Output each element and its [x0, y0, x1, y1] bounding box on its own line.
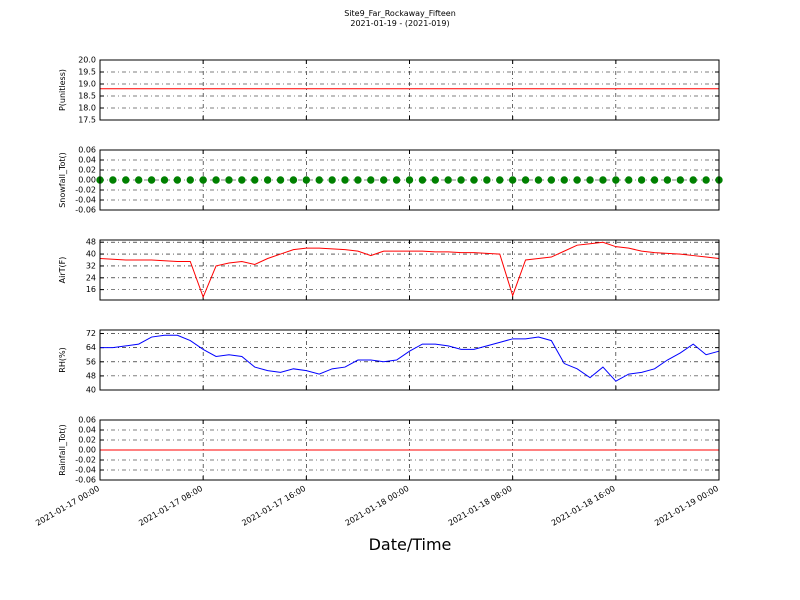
data-point — [367, 176, 375, 184]
plot-frame — [99, 329, 720, 391]
data-line — [100, 334, 720, 382]
plot-frame — [99, 239, 720, 301]
data-point — [405, 176, 414, 184]
data-point — [289, 176, 298, 184]
data-point — [354, 176, 362, 184]
data-point — [534, 176, 543, 184]
y-tick-label: 0.06 — [78, 146, 96, 155]
data-point — [625, 176, 633, 184]
data-point — [380, 176, 388, 184]
data-point — [560, 176, 568, 184]
y-tick-label: 48 — [86, 238, 96, 247]
data-point — [122, 176, 130, 184]
data-point — [328, 176, 336, 184]
data-point — [483, 176, 491, 184]
data-point — [238, 176, 246, 184]
y-tick-label: 24 — [86, 273, 96, 282]
y-tick-label: 19.0 — [78, 80, 96, 89]
y-tick-label: 18.0 — [78, 104, 96, 113]
y-tick-label: 0.04 — [78, 156, 96, 165]
data-point — [470, 176, 478, 184]
y-tick-label: -0.06 — [75, 476, 96, 485]
y-tick-label: 0.00 — [78, 446, 96, 455]
y-tick-label: 48 — [86, 371, 96, 380]
y-tick-label: 40 — [86, 250, 96, 259]
data-point — [663, 176, 672, 184]
y-axis-label: Rainfall_Tot() — [58, 424, 67, 476]
data-point — [586, 176, 594, 184]
data-point — [212, 176, 220, 184]
y-tick-label: 16 — [86, 285, 96, 294]
data-point — [276, 176, 285, 184]
data-point — [431, 176, 439, 184]
y-tick-label: -0.06 — [75, 206, 96, 215]
data-point — [508, 176, 517, 184]
data-point — [676, 176, 685, 184]
data-point — [173, 176, 182, 184]
y-tick-label: 64 — [86, 343, 96, 352]
data-point — [263, 176, 272, 184]
y-tick-label: 0.00 — [78, 176, 96, 185]
y-tick-label: 0.02 — [78, 436, 96, 445]
data-point — [302, 176, 311, 184]
data-point — [315, 176, 323, 184]
data-point — [702, 176, 710, 184]
data-point — [134, 176, 143, 184]
y-axis-label: AirT(F) — [58, 257, 67, 284]
data-point — [637, 176, 646, 184]
y-tick-label: -0.04 — [75, 196, 96, 205]
y-axis-label: P(unitless) — [58, 69, 67, 111]
y-tick-label: 0.06 — [78, 416, 96, 425]
y-tick-label: 19.5 — [78, 68, 96, 77]
data-line — [99, 241, 720, 299]
y-tick-label: 56 — [86, 357, 96, 366]
y-tick-label: 0.02 — [78, 166, 96, 175]
plot-frame — [99, 419, 720, 481]
y-tick-label: 32 — [86, 261, 96, 270]
y-tick-label: -0.04 — [75, 466, 96, 475]
y-tick-label: -0.02 — [75, 456, 96, 465]
data-point — [547, 176, 556, 184]
y-tick-label: 72 — [86, 329, 96, 338]
plot-frame — [99, 149, 720, 211]
y-tick-label: 0.04 — [78, 426, 96, 435]
data-point — [392, 176, 401, 184]
data-point — [341, 176, 349, 184]
data-point — [225, 176, 233, 184]
y-tick-label: 20.0 — [78, 56, 96, 65]
y-tick-label: -0.02 — [75, 186, 96, 195]
data-point — [496, 176, 504, 184]
data-point — [573, 176, 581, 184]
data-point — [689, 176, 697, 184]
chart-subtitle: 2021-01-19 - (2021-019) — [350, 19, 449, 28]
data-point — [521, 176, 530, 184]
data-point — [457, 176, 465, 184]
data-point — [147, 176, 156, 184]
y-axis-label: RH(%) — [58, 347, 67, 372]
data-point — [599, 176, 607, 184]
data-point — [199, 176, 207, 184]
y-tick-label: 18.5 — [78, 92, 96, 101]
y-tick-label: 40 — [86, 386, 96, 395]
data-point — [444, 176, 452, 184]
data-point — [251, 176, 259, 184]
data-point — [418, 176, 427, 184]
data-point — [160, 176, 169, 184]
chart-title: Site9_Far_Rockaway_Fifteen — [344, 9, 456, 18]
y-tick-label: 17.5 — [78, 116, 96, 125]
data-point — [612, 176, 620, 184]
x-axis-label: Date/Time — [369, 535, 452, 554]
plot-frame — [99, 59, 720, 121]
y-axis-label: Snowfall_Tot() — [58, 152, 67, 208]
data-point — [109, 176, 117, 184]
data-point — [650, 176, 659, 184]
data-point — [186, 176, 194, 184]
